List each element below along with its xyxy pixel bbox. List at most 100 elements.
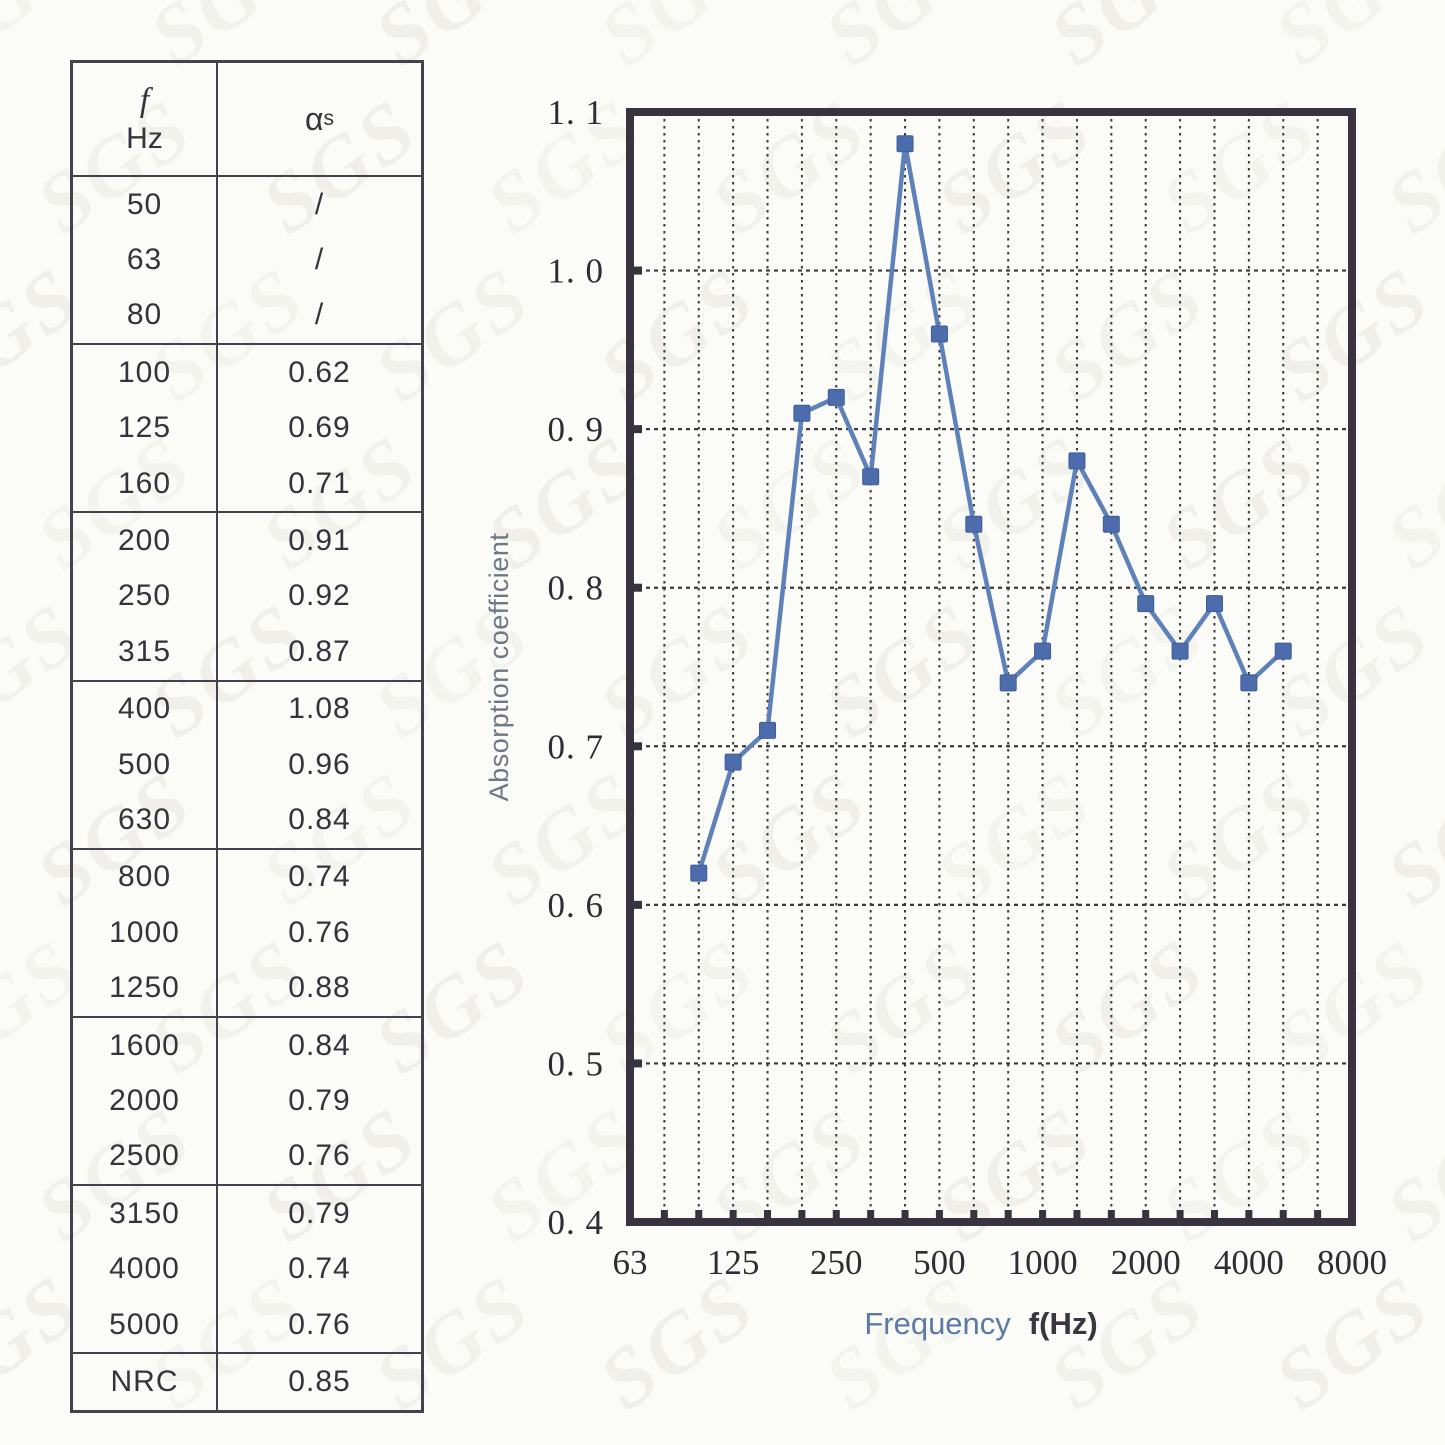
- frequency-value: 80: [73, 287, 218, 344]
- y-axis-tick: [628, 900, 642, 909]
- table-row: 160 0.71: [73, 455, 421, 512]
- frequency-value: 125: [73, 400, 218, 456]
- x-axis-tick: [1176, 1210, 1184, 1222]
- x-axis-tick: [901, 1210, 909, 1222]
- table-row: 125 0.69: [73, 400, 421, 456]
- frequency-value: 630: [73, 792, 218, 848]
- table-group: NRC 0.85: [73, 1352, 421, 1410]
- table-group: 100 0.62 125 0.69 160 0.71: [73, 343, 421, 512]
- table-row: 63 /: [73, 232, 421, 288]
- alpha-value: 0.76: [288, 1307, 351, 1341]
- frequency-value: NRC: [73, 1354, 218, 1410]
- alpha-value: 0.84: [288, 802, 351, 836]
- x-axis-tick: [970, 1210, 978, 1222]
- alpha-value: 1.08: [288, 692, 351, 726]
- x-axis-tick: [764, 1210, 772, 1222]
- y-tick-label: 0. 4: [548, 1203, 605, 1242]
- y-axis-tick: [628, 425, 642, 434]
- table-row: NRC 0.85: [73, 1354, 421, 1410]
- table-group: 50 / 63 / 80 /: [73, 175, 421, 344]
- y-axis-tick: [628, 1059, 642, 1068]
- y-tick-label: 1. 1: [548, 93, 605, 132]
- table-row: 630 0.84: [73, 792, 421, 848]
- data-point: [827, 388, 845, 406]
- data-point: [965, 515, 983, 533]
- data-point: [1240, 674, 1258, 692]
- frequency-value: 2000: [73, 1073, 218, 1129]
- table-row: 5000 0.76: [73, 1296, 421, 1353]
- data-point: [1068, 452, 1086, 470]
- alpha-value: 0.91: [288, 524, 351, 558]
- frequency-value: 200: [73, 513, 218, 569]
- y-tick-label: 0. 9: [548, 410, 605, 449]
- alpha-value: /: [314, 187, 325, 221]
- y-tick-label: 0. 8: [548, 569, 605, 608]
- table-row: 4000 0.74: [73, 1241, 421, 1297]
- y-axis-tick: [628, 583, 642, 592]
- table-row: 3150 0.79: [73, 1186, 421, 1242]
- absorption-coefficient-chart: 1. 1 1. 0 0. 9 0. 8 0. 7 0. 6 0. 5 0. 463 125 250…: [484, 93, 1387, 1341]
- table-group: 800 0.74 1000 0.76 1250 0.88: [73, 847, 421, 1016]
- x-tick-label: 2000: [1111, 1243, 1181, 1282]
- y-tick-label: 0. 6: [548, 886, 605, 925]
- frequency-value: 400: [73, 681, 218, 737]
- x-axis-tick: [1142, 1210, 1150, 1222]
- frequency-value: 800: [73, 849, 218, 906]
- plot-frame: [626, 108, 1356, 1226]
- x-axis-tick: [935, 1210, 943, 1222]
- alpha-value: 0.74: [288, 1252, 351, 1286]
- data-point: [724, 753, 742, 771]
- x-axis-tick: [1073, 1210, 1081, 1222]
- frequency-value: 250: [73, 568, 218, 625]
- x-axis-tick: [695, 1210, 703, 1222]
- alpha-value: 0.92: [288, 579, 351, 613]
- y-axis-tick: [628, 742, 642, 751]
- frequency-unit: Hz: [126, 122, 163, 155]
- data-point: [930, 325, 948, 343]
- alpha-value: 0.88: [288, 971, 351, 1005]
- frequency-value: 1600: [73, 1017, 218, 1074]
- x-axis-tick: [1245, 1210, 1253, 1222]
- data-point: [999, 674, 1017, 692]
- table-row: 250 0.92: [73, 568, 421, 625]
- alpha-value: 0.76: [288, 1139, 351, 1173]
- y-axis-label: Absorption coefficient: [484, 533, 514, 802]
- y-axis-tick: [628, 266, 642, 275]
- y-tick-label: 1. 0: [548, 252, 605, 291]
- frequency-value: 2500: [73, 1128, 218, 1185]
- table-row: 2000 0.79: [73, 1073, 421, 1129]
- y-tick-label: 0. 5: [548, 1044, 605, 1083]
- frequency-value: 4000: [73, 1241, 218, 1297]
- frequency-value: 1000: [73, 905, 218, 961]
- alpha-value: 0.96: [288, 747, 351, 781]
- data-point: [1137, 595, 1155, 613]
- data-point: [1171, 642, 1189, 660]
- table-row: 200 0.91: [73, 513, 421, 569]
- x-tick-label: 250: [810, 1243, 863, 1282]
- alpha-symbol: α: [305, 100, 324, 137]
- data-point: [793, 404, 811, 422]
- alpha-value: 0.87: [288, 634, 351, 668]
- x-tick-label: 1000: [1008, 1243, 1078, 1282]
- table-row: 50 /: [73, 177, 421, 233]
- frequency-value: 315: [73, 624, 218, 680]
- table-row: 1000 0.76: [73, 905, 421, 961]
- frequency-symbol: f: [139, 82, 150, 119]
- table-body: 50 / 63 / 80 / 100 0.62 125 0.69 160 0.71 200 0.91 250…: [73, 175, 421, 1410]
- table-row: 1250 0.88: [73, 960, 421, 1016]
- table-group: 3150 0.79 4000 0.74 5000 0.76: [73, 1184, 421, 1353]
- table-row: 80 /: [73, 287, 421, 344]
- x-tick-label: 63: [613, 1243, 648, 1282]
- frequency-value: 50: [73, 177, 218, 233]
- table-group: 400 1.08 500 0.96 630 0.84: [73, 679, 421, 848]
- data-point: [1102, 515, 1120, 533]
- data-point: [1274, 642, 1292, 660]
- alpha-value: 0.79: [288, 1196, 351, 1230]
- data-point: [690, 864, 708, 882]
- data-point: [896, 135, 914, 153]
- data-point: [862, 468, 880, 486]
- data-point: [1034, 642, 1052, 660]
